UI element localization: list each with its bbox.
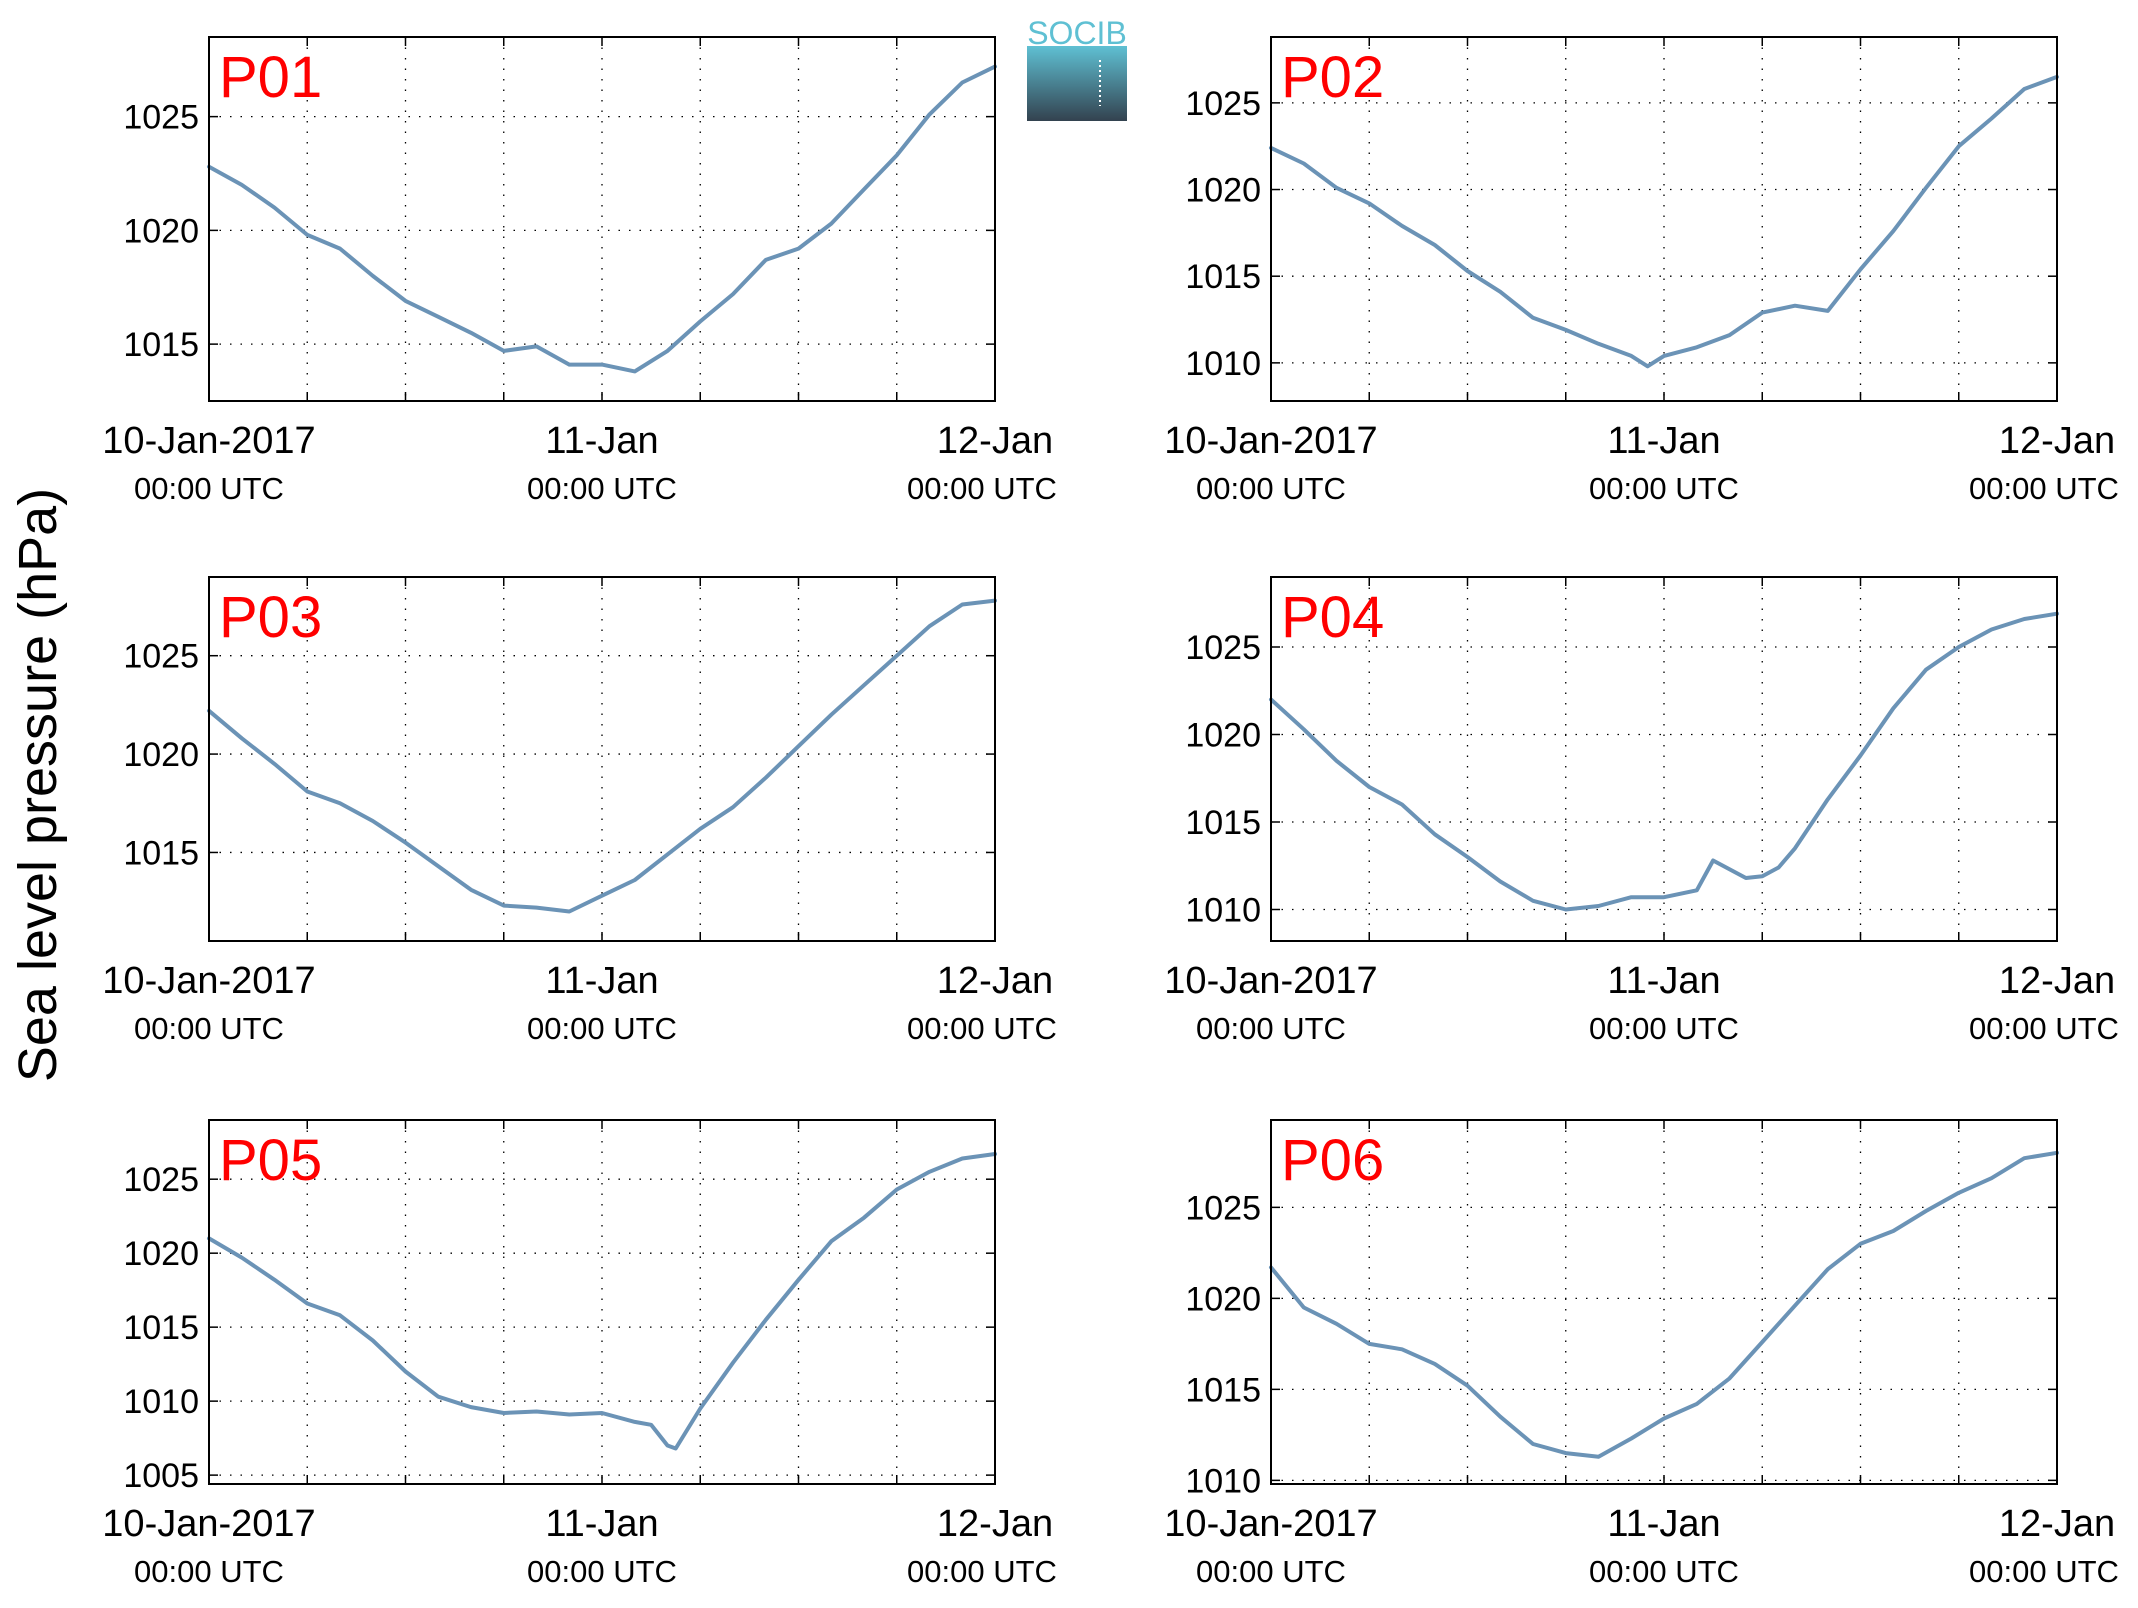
y-tick-label: 1015 <box>1185 258 1261 296</box>
x-tick-label: 11-Jan <box>545 960 658 1002</box>
x-tick-sublabel: 00:00 UTC <box>1196 1011 1346 1046</box>
x-tick-sublabel: 00:00 UTC <box>134 471 284 506</box>
socib-logo: SOCIB <box>1027 15 1127 121</box>
x-tick-label: 11-Jan <box>545 1503 658 1545</box>
panel-p06: 1010 1015 1020 1025 P06 10-Jan-2017 00:00 UTC 1… <box>1164 1119 2119 1589</box>
y-tick-label: 1010 <box>1185 892 1261 930</box>
x-tick-label: 12-Jan <box>937 1503 1053 1545</box>
x-tick-sublabel: 00:00 UTC <box>527 1554 677 1589</box>
x-tick-label: 10-Jan-2017 <box>1164 960 1377 1002</box>
y-tick-label: 1025 <box>123 99 199 137</box>
plot-area <box>1271 37 2057 401</box>
x-tick-label: 11-Jan <box>1607 420 1720 462</box>
y-axis-label: Sea level pressure (hPa) <box>8 488 68 1082</box>
series-line-p03 <box>207 598 997 914</box>
x-tick-sublabel: 00:00 UTC <box>907 1554 1057 1589</box>
y-tick-label: 1020 <box>123 1235 199 1273</box>
panel-p01: 1015 1020 1025 P01 10-Jan-2017 00:00 UTC 11-Ja… <box>102 36 1057 506</box>
x-tick-label: 10-Jan-2017 <box>102 420 315 462</box>
plot-area <box>209 1120 995 1484</box>
x-tick-label: 12-Jan <box>937 420 1053 462</box>
y-tick-label: 1025 <box>1185 85 1261 123</box>
y-tick-label: 1015 <box>1185 1371 1261 1409</box>
x-tick-label: 11-Jan <box>1607 1503 1720 1545</box>
plot-frame <box>1270 576 2058 942</box>
x-tick-sublabel: 00:00 UTC <box>1969 1011 2119 1046</box>
plot-area <box>1271 577 2057 941</box>
y-tick-label: 1025 <box>123 1161 199 1199</box>
y-tick-label: 1025 <box>1185 1189 1261 1227</box>
series-line-p02 <box>1269 74 2059 369</box>
y-tick-label: 1015 <box>123 834 199 872</box>
y-tick-label: 1020 <box>1185 1280 1261 1318</box>
y-tick-label: 1010 <box>123 1383 199 1421</box>
x-tick-sublabel: 00:00 UTC <box>134 1011 284 1046</box>
x-tick-sublabel: 00:00 UTC <box>1969 1554 2119 1589</box>
plot-frame <box>208 576 996 942</box>
socib-logo-mark <box>1027 46 1127 121</box>
x-tick-sublabel: 00:00 UTC <box>1196 1554 1346 1589</box>
x-tick-label: 12-Jan <box>1999 1503 2115 1545</box>
y-tick-label: 1020 <box>1185 172 1261 210</box>
y-tick-label: 1010 <box>1185 1462 1261 1500</box>
panel-label: P06 <box>1281 1128 1384 1193</box>
panel-label: P04 <box>1281 585 1384 650</box>
x-tick-sublabel: 00:00 UTC <box>1196 471 1346 506</box>
x-tick-sublabel: 00:00 UTC <box>1589 1554 1739 1589</box>
panel-label: P02 <box>1281 45 1384 110</box>
series-line-p05 <box>207 1152 997 1451</box>
x-tick-label: 12-Jan <box>937 960 1053 1002</box>
panel-p04: 1010 1015 1020 1025 P04 10-Jan-2017 00:00 UTC 1… <box>1164 576 2119 1046</box>
y-tick-label: 1020 <box>123 736 199 774</box>
x-tick-label: 10-Jan-2017 <box>102 960 315 1002</box>
y-tick-label: 1025 <box>1185 629 1261 667</box>
y-tick-label: 1010 <box>1185 345 1261 383</box>
x-tick-sublabel: 00:00 UTC <box>907 471 1057 506</box>
x-tick-sublabel: 00:00 UTC <box>1589 471 1739 506</box>
plot-frame <box>208 36 996 402</box>
plot-area <box>209 577 995 941</box>
x-tick-label: 11-Jan <box>1607 960 1720 1002</box>
plot-area <box>209 37 995 401</box>
x-tick-sublabel: 00:00 UTC <box>527 1011 677 1046</box>
y-tick-label: 1015 <box>123 326 199 364</box>
y-tick-label: 1015 <box>123 1309 199 1347</box>
panel-label: P05 <box>219 1128 322 1193</box>
x-tick-label: 10-Jan-2017 <box>1164 1503 1377 1545</box>
x-tick-label: 10-Jan-2017 <box>102 1503 315 1545</box>
x-tick-label: 12-Jan <box>1999 420 2115 462</box>
y-tick-label: 1015 <box>1185 804 1261 842</box>
x-tick-sublabel: 00:00 UTC <box>527 471 677 506</box>
panel-p02: 1010 1015 1020 1025 P02 10-Jan-2017 00:00 UTC 1… <box>1164 36 2119 506</box>
y-tick-label: 1020 <box>1185 717 1261 755</box>
panel-label: P01 <box>219 45 322 110</box>
plot-frame <box>1270 1119 2058 1485</box>
x-tick-sublabel: 00:00 UTC <box>134 1554 284 1589</box>
y-tick-label: 1020 <box>123 212 199 250</box>
panel-grid: 1015 1020 1025 P01 10-Jan-2017 00:00 UTC 11-Ja… <box>102 36 2119 1589</box>
series-line-p01 <box>207 64 997 374</box>
plot-frame <box>1270 36 2058 402</box>
x-tick-label: 10-Jan-2017 <box>1164 420 1377 462</box>
series-line-p06 <box>1269 1150 2059 1459</box>
x-tick-sublabel: 00:00 UTC <box>1969 471 2119 506</box>
series-line-p04 <box>1269 611 2059 912</box>
plot-area <box>1271 1120 2057 1484</box>
x-tick-sublabel: 00:00 UTC <box>907 1011 1057 1046</box>
x-tick-label: 12-Jan <box>1999 960 2115 1002</box>
y-tick-label: 1025 <box>123 638 199 676</box>
x-tick-sublabel: 00:00 UTC <box>1589 1011 1739 1046</box>
panel-p03: 1015 1020 1025 P03 10-Jan-2017 00:00 UTC 11-Ja… <box>102 576 1057 1046</box>
y-tick-label: 1005 <box>123 1457 199 1495</box>
panel-p05: 1005 1010 1015 1020 1025 P05 10-Jan-2017 00:00 … <box>102 1119 1057 1589</box>
x-tick-label: 11-Jan <box>545 420 658 462</box>
plot-frame <box>208 1119 996 1485</box>
panel-label: P03 <box>219 585 322 650</box>
socib-logo-text: SOCIB <box>1027 15 1127 51</box>
